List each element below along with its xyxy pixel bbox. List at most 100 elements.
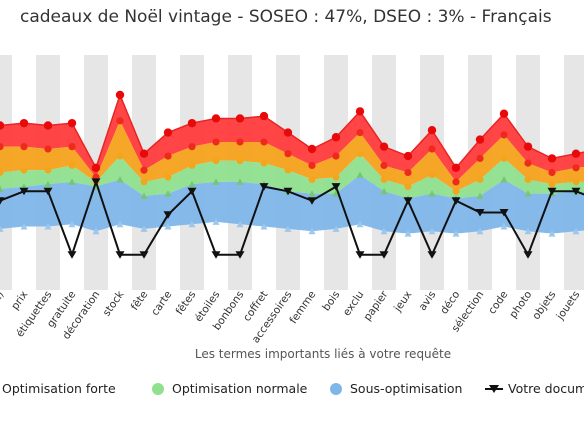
point-sous-optimisation <box>116 176 124 183</box>
point-sous-optimisation-bas <box>0 225 4 232</box>
point-sous-optimisation-bas <box>164 223 172 230</box>
area-optimisation-normale <box>0 153 584 199</box>
point-optimisation-forte <box>212 138 220 146</box>
point-sur-optimisation <box>19 118 29 128</box>
point-sous-optimisation <box>332 190 340 197</box>
point-votre-document <box>379 251 389 259</box>
point-sur-optimisation <box>91 163 101 172</box>
point-sous-optimisation <box>524 190 532 197</box>
point-optimisation-normale <box>356 150 364 158</box>
point-optimisation-forte <box>500 131 508 139</box>
x-tick-label: bois <box>320 289 342 313</box>
point-optimisation-forte <box>164 152 172 160</box>
point-optimisation-normale <box>44 166 52 174</box>
point-sur-optimisation <box>427 126 437 135</box>
point-votre-document <box>115 251 125 259</box>
point-optimisation-forte <box>20 143 28 151</box>
point-votre-document <box>475 208 485 217</box>
x-tick-label: stock <box>101 288 127 318</box>
point-sous-optimisation-bas <box>92 227 100 235</box>
point-sur-optimisation <box>403 151 413 161</box>
x-tick-label: avis <box>417 289 439 313</box>
point-sous-optimisation-bas <box>356 220 364 228</box>
point-sous-optimisation-bas <box>500 223 508 230</box>
point-optimisation-normale <box>428 171 436 179</box>
legend-label: Optimisation forte <box>2 381 116 396</box>
line-votre-document <box>0 178 584 258</box>
point-sur-optimisation <box>43 121 53 130</box>
point-optimisation-normale <box>20 166 28 174</box>
point-votre-document <box>547 187 557 196</box>
point-votre-document <box>43 187 53 196</box>
point-votre-document <box>307 197 317 205</box>
point-sur-optimisation <box>355 107 365 116</box>
point-optimisation-normale <box>140 178 148 186</box>
point-optimisation-normale <box>164 173 172 181</box>
point-optimisation-normale <box>116 152 124 160</box>
point-optimisation-forte <box>140 166 148 174</box>
point-sous-optimisation-bas <box>116 220 124 228</box>
point-sous-optimisation <box>140 192 148 199</box>
point-optimisation-normale <box>212 157 220 165</box>
legend-label: Votre document <box>508 381 584 396</box>
point-sous-optimisation-bas <box>332 225 340 232</box>
point-sur-optimisation <box>0 121 5 130</box>
point-sous-optimisation-bas <box>284 225 292 232</box>
point-sur-optimisation <box>379 142 389 151</box>
point-votre-document <box>211 251 221 259</box>
point-votre-document <box>19 187 29 196</box>
legend-marker <box>489 385 499 393</box>
point-votre-document <box>139 251 149 259</box>
x-tick-label: jeux <box>391 289 414 315</box>
point-sous-optimisation <box>212 178 220 185</box>
point-sur-optimisation <box>187 118 197 128</box>
point-optimisation-normale <box>260 159 268 167</box>
point-optimisation-normale <box>188 162 196 169</box>
point-optimisation-normale <box>236 157 244 165</box>
point-optimisation-normale <box>68 162 76 169</box>
x-tick-label: code <box>486 289 510 317</box>
x-tick-label: carte <box>149 289 174 318</box>
point-optimisation-normale <box>404 183 412 191</box>
point-sous-optimisation-bas <box>20 223 28 230</box>
legend-marker <box>152 383 164 395</box>
point-optimisation-forte <box>572 164 580 172</box>
point-votre-document <box>163 211 173 219</box>
point-sur-optimisation <box>139 149 149 158</box>
point-optimisation-forte <box>260 138 268 146</box>
point-optimisation-forte <box>332 152 340 160</box>
point-optimisation-forte <box>476 154 484 162</box>
point-sous-optimisation-bas <box>524 227 532 235</box>
series-markers <box>0 90 581 237</box>
legend-item: Sous-optimisation <box>330 381 462 396</box>
point-sur-optimisation <box>307 144 317 154</box>
point-sur-optimisation <box>475 135 485 144</box>
point-votre-document <box>67 251 77 259</box>
point-optimisation-normale <box>308 176 316 183</box>
point-sous-optimisation-bas <box>236 220 244 228</box>
x-tick-labels: (cut) prixétiquettesgratuitedécorationsto… <box>0 288 584 345</box>
point-optimisation-forte <box>524 159 532 167</box>
point-sous-optimisation-bas <box>44 223 52 230</box>
point-optimisation-normale <box>452 187 460 195</box>
x-tick-label: prix <box>9 289 30 312</box>
point-sous-optimisation <box>428 190 436 197</box>
point-optimisation-forte <box>356 128 364 137</box>
point-votre-document <box>571 187 581 196</box>
area-series <box>0 92 584 234</box>
point-sous-optimisation <box>68 178 76 185</box>
point-votre-document <box>523 251 533 259</box>
legend-label: Optimisation normale <box>172 381 308 396</box>
legend-item: Votre document <box>485 381 584 396</box>
point-optimisation-forte <box>428 145 436 153</box>
point-sous-optimisation-bas <box>212 218 220 225</box>
point-votre-document <box>91 178 101 186</box>
point-votre-document <box>403 197 413 205</box>
legend-item: Optimisation normale <box>152 381 308 396</box>
point-sur-optimisation <box>67 118 77 128</box>
point-sous-optimisation-bas <box>380 227 388 235</box>
x-tick-label: papier <box>361 288 390 323</box>
point-optimisation-forte <box>548 168 556 177</box>
point-votre-document <box>283 187 293 196</box>
point-optimisation-normale <box>0 169 4 176</box>
